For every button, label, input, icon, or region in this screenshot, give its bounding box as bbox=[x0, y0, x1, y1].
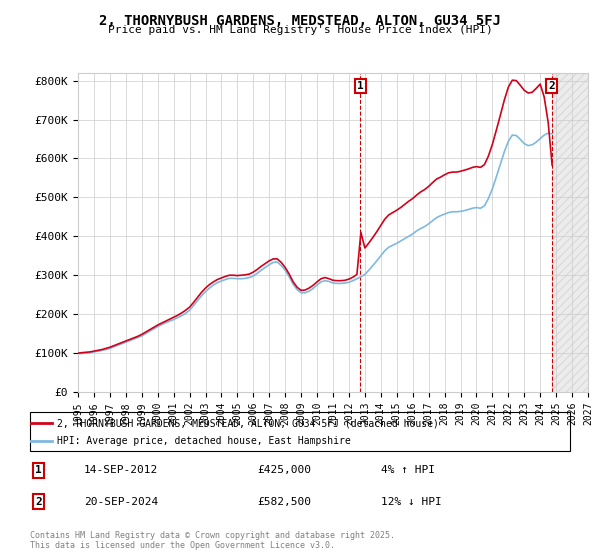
Text: 1: 1 bbox=[357, 81, 364, 91]
Text: £425,000: £425,000 bbox=[257, 465, 311, 475]
Text: Contains HM Land Registry data © Crown copyright and database right 2025.
This d: Contains HM Land Registry data © Crown c… bbox=[30, 530, 395, 550]
Text: Price paid vs. HM Land Registry's House Price Index (HPI): Price paid vs. HM Land Registry's House … bbox=[107, 25, 493, 35]
Text: 1: 1 bbox=[35, 465, 42, 475]
Text: 14-SEP-2012: 14-SEP-2012 bbox=[84, 465, 158, 475]
Text: 2: 2 bbox=[548, 81, 555, 91]
Text: 12% ↓ HPI: 12% ↓ HPI bbox=[381, 497, 442, 507]
Text: 2, THORNYBUSH GARDENS, MEDSTEAD, ALTON, GU34 5FJ (detached house): 2, THORNYBUSH GARDENS, MEDSTEAD, ALTON, … bbox=[57, 418, 439, 428]
Text: HPI: Average price, detached house, East Hampshire: HPI: Average price, detached house, East… bbox=[57, 436, 351, 446]
Text: £582,500: £582,500 bbox=[257, 497, 311, 507]
Text: 2, THORNYBUSH GARDENS, MEDSTEAD, ALTON, GU34 5FJ: 2, THORNYBUSH GARDENS, MEDSTEAD, ALTON, … bbox=[99, 14, 501, 28]
Text: 2: 2 bbox=[35, 497, 42, 507]
Text: 4% ↑ HPI: 4% ↑ HPI bbox=[381, 465, 435, 475]
Text: 20-SEP-2024: 20-SEP-2024 bbox=[84, 497, 158, 507]
